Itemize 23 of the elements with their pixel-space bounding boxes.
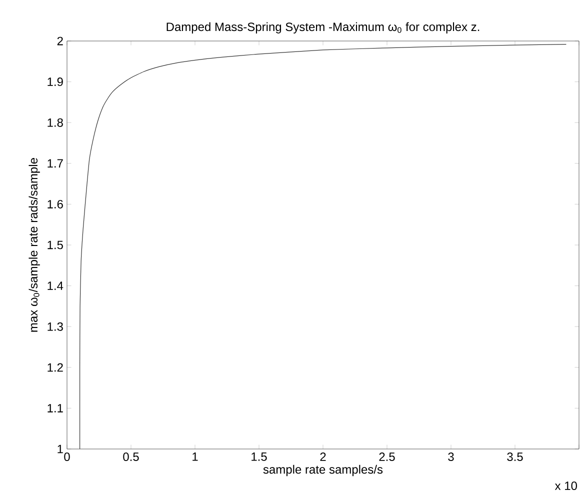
x-tick-label: 0.5: [123, 452, 139, 462]
y-tick-label: 1.7: [48, 159, 63, 168]
y-tick-label: 1.5: [48, 240, 63, 250]
x-tick-label: 0: [64, 452, 70, 462]
chart-title: Damped Mass-Spring System -Maximum ω$_{0}$ for complex z.: [166, 22, 480, 34]
x-tick-label: 1.5: [252, 452, 267, 461]
y-tick-label: 1.9: [48, 78, 63, 86]
y-tick-label: 1.1: [48, 404, 63, 412]
text: x 10: [554, 482, 577, 490]
x-tick-label: 2: [320, 452, 326, 461]
x-axis-title: sample rate samples/s: [263, 464, 383, 476]
y-tick-label: 1.3: [48, 322, 63, 331]
x-tick-label: 2.5: [379, 452, 395, 462]
x-tick-label: 3.5: [507, 452, 523, 462]
y-tick-label: 1: [58, 444, 63, 454]
x-tick-label: 3: [448, 452, 454, 462]
y-tick-label: 1.8: [48, 118, 63, 127]
y-tick-label: 1.2: [48, 363, 63, 372]
y-tick-label: 2: [57, 36, 63, 46]
y-tick-label: 1.6: [48, 200, 63, 208]
y-tick-label: 1.4: [48, 282, 64, 290]
x-tick-label: 1: [192, 452, 198, 461]
y-axis-title: max ω$_{0}$/sample rate rads/sample: [28, 158, 40, 332]
